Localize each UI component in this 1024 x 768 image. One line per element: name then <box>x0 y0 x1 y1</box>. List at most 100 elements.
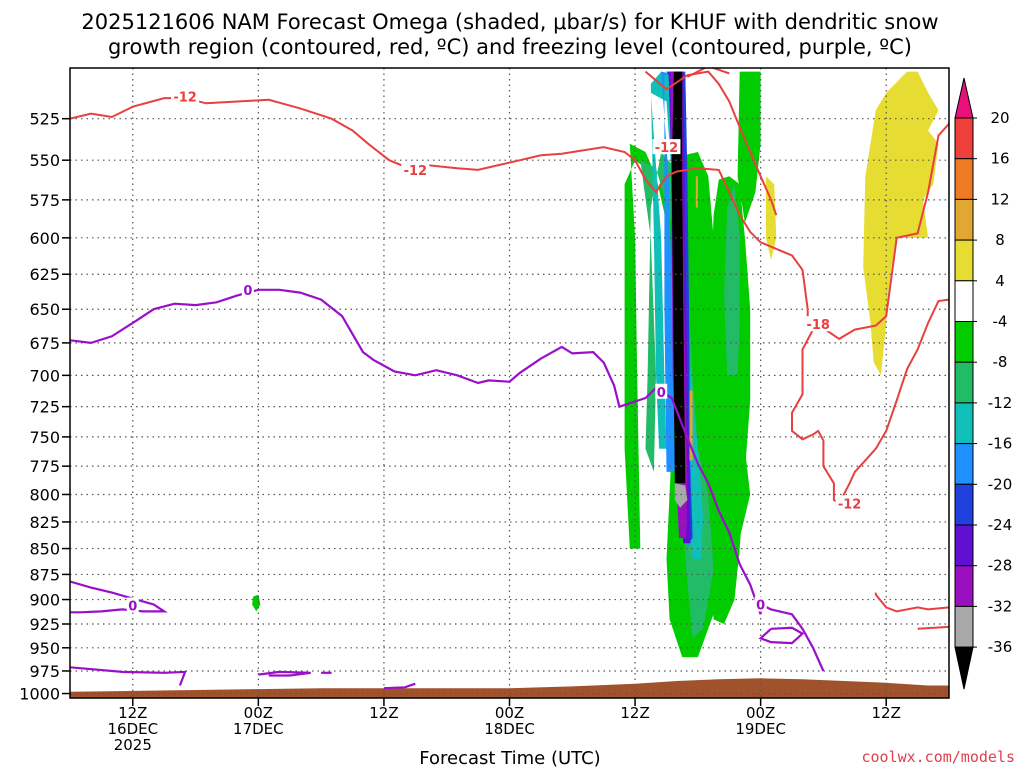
x-tick-label: 12Z <box>118 704 147 722</box>
y-tick-label: 725 <box>29 398 60 417</box>
contour-lines <box>70 68 949 690</box>
contour-label: 0 <box>657 386 666 401</box>
colorbar-segment <box>954 117 974 160</box>
contour-label-bg <box>126 597 139 613</box>
x-tick-label: 2025 <box>114 736 152 754</box>
omega-shade-region <box>252 594 261 612</box>
colorbar-label: 8 <box>995 231 1005 249</box>
contour-label-bg <box>655 383 668 399</box>
chart-title-line1: 2025121606 NAM Forecast Omega (shaded, μ… <box>81 10 938 34</box>
contour-label: 0 <box>756 598 765 613</box>
contour-label: 0 <box>128 599 137 614</box>
colorbar-segment <box>954 198 974 241</box>
y-tick-label: 950 <box>29 639 60 658</box>
y-tick-label: 925 <box>29 615 60 634</box>
y-tick-label: 650 <box>29 300 60 319</box>
colorbar-label: -24 <box>988 516 1013 534</box>
colorbar-segment <box>954 321 974 363</box>
freezing-level-contour-line <box>258 670 311 677</box>
freezing-level-contour-line <box>70 288 825 672</box>
omega-shade-region <box>765 176 777 260</box>
y-tick-label: 875 <box>29 565 60 584</box>
contour-label-bg <box>754 596 767 612</box>
colorbar-label: -32 <box>988 597 1013 615</box>
colorbar-segment <box>954 524 974 567</box>
contour-label: 0 <box>243 284 252 299</box>
x-tick-label: 12Z <box>369 704 398 722</box>
x-axis-label: Forecast Time (UTC) <box>419 748 600 768</box>
x-tick-label: 17DEC <box>233 720 284 738</box>
credit-text: coolwx.com/models <box>861 748 1015 766</box>
contour-label: -12 <box>173 90 197 105</box>
contour-label-bg <box>241 281 254 297</box>
colorbar-segment <box>954 239 974 282</box>
colorbar-segment <box>954 158 974 200</box>
colorbar-label: -16 <box>988 435 1013 453</box>
y-tick-label: 850 <box>29 540 60 559</box>
omega-shade-region <box>695 176 698 208</box>
contour-label: -18 <box>806 318 830 333</box>
colorbar-segment <box>954 280 974 322</box>
colorbar-segment <box>954 483 974 526</box>
x-tick-label: 00Z <box>244 704 273 722</box>
y-tick-label: 675 <box>29 334 60 353</box>
freezing-level-contour-line <box>70 580 168 614</box>
contour-label-bg <box>835 495 864 511</box>
contour-label-bg <box>401 161 430 177</box>
y-tick-label: 975 <box>29 662 60 681</box>
colorbar-label: 12 <box>990 190 1009 208</box>
y-tick-label: 625 <box>29 265 60 284</box>
colorbar-top-arrow <box>954 77 974 119</box>
dgz-contour-line <box>686 68 730 78</box>
y-tick-label: 750 <box>29 428 60 447</box>
chart-title-line2: growth region (contoured, red, ºC) and f… <box>108 35 912 59</box>
y-tick-label: 550 <box>29 151 60 170</box>
colorbar-label: 20 <box>990 109 1009 127</box>
contour-label: -12 <box>838 497 862 512</box>
colorbar: 20 16 12 8 4 -4 -8 -12 -16 -20 -24 -28 -32 -36 <box>954 77 1013 690</box>
colorbar-segment <box>954 361 974 404</box>
colorbar-segment <box>954 565 974 607</box>
omega-shade-region <box>724 184 740 376</box>
y-tick-label: 525 <box>29 110 60 129</box>
contour-label-bg <box>171 88 200 104</box>
freezing-level-contour-line <box>70 666 187 686</box>
x-tick-label: 12Z <box>872 704 901 722</box>
dgz-contour-line <box>874 592 949 613</box>
contour-labels: -12 -12 -12 -18 -12 0 0 0 0 <box>126 88 864 614</box>
colorbar-segment <box>954 443 974 485</box>
freezing-level-contour-line <box>383 682 416 690</box>
y-tick-label: 900 <box>29 591 60 610</box>
y-tick-label: 575 <box>29 191 60 210</box>
x-tick-label: 12Z <box>620 704 649 722</box>
x-tick-label: 16DEC <box>107 720 158 738</box>
contour-label-bg <box>652 139 681 155</box>
colorbar-label: -4 <box>993 313 1008 331</box>
contour-label: -12 <box>404 164 428 179</box>
terrain-fill <box>70 678 949 698</box>
omega-shade-region <box>674 483 688 508</box>
contour-label: -12 <box>655 141 679 156</box>
omega-shading <box>252 71 939 658</box>
omega-shade-region <box>863 71 939 376</box>
dgz-contour-line <box>644 70 778 216</box>
y-tick-label: 775 <box>29 457 60 476</box>
y-tick-label: 1000 <box>19 685 60 704</box>
colorbar-segment <box>954 402 974 445</box>
colorbar-label: -36 <box>988 638 1013 656</box>
colorbar-bottom-arrow <box>954 646 974 690</box>
x-tick-label: 18DEC <box>484 720 535 738</box>
x-tick-label: 00Z <box>746 704 775 722</box>
contour-label-bg <box>804 316 833 332</box>
y-tick-label: 825 <box>29 513 60 532</box>
colorbar-label: -12 <box>988 394 1013 412</box>
y-tick-label: 600 <box>29 229 60 248</box>
x-tick-label: 00Z <box>495 704 524 722</box>
terrain-area <box>70 678 949 698</box>
dgz-contour-line <box>917 625 949 630</box>
colorbar-label: 4 <box>995 272 1005 290</box>
colorbar-label: -20 <box>988 475 1013 493</box>
y-tick-label: 800 <box>29 485 60 504</box>
